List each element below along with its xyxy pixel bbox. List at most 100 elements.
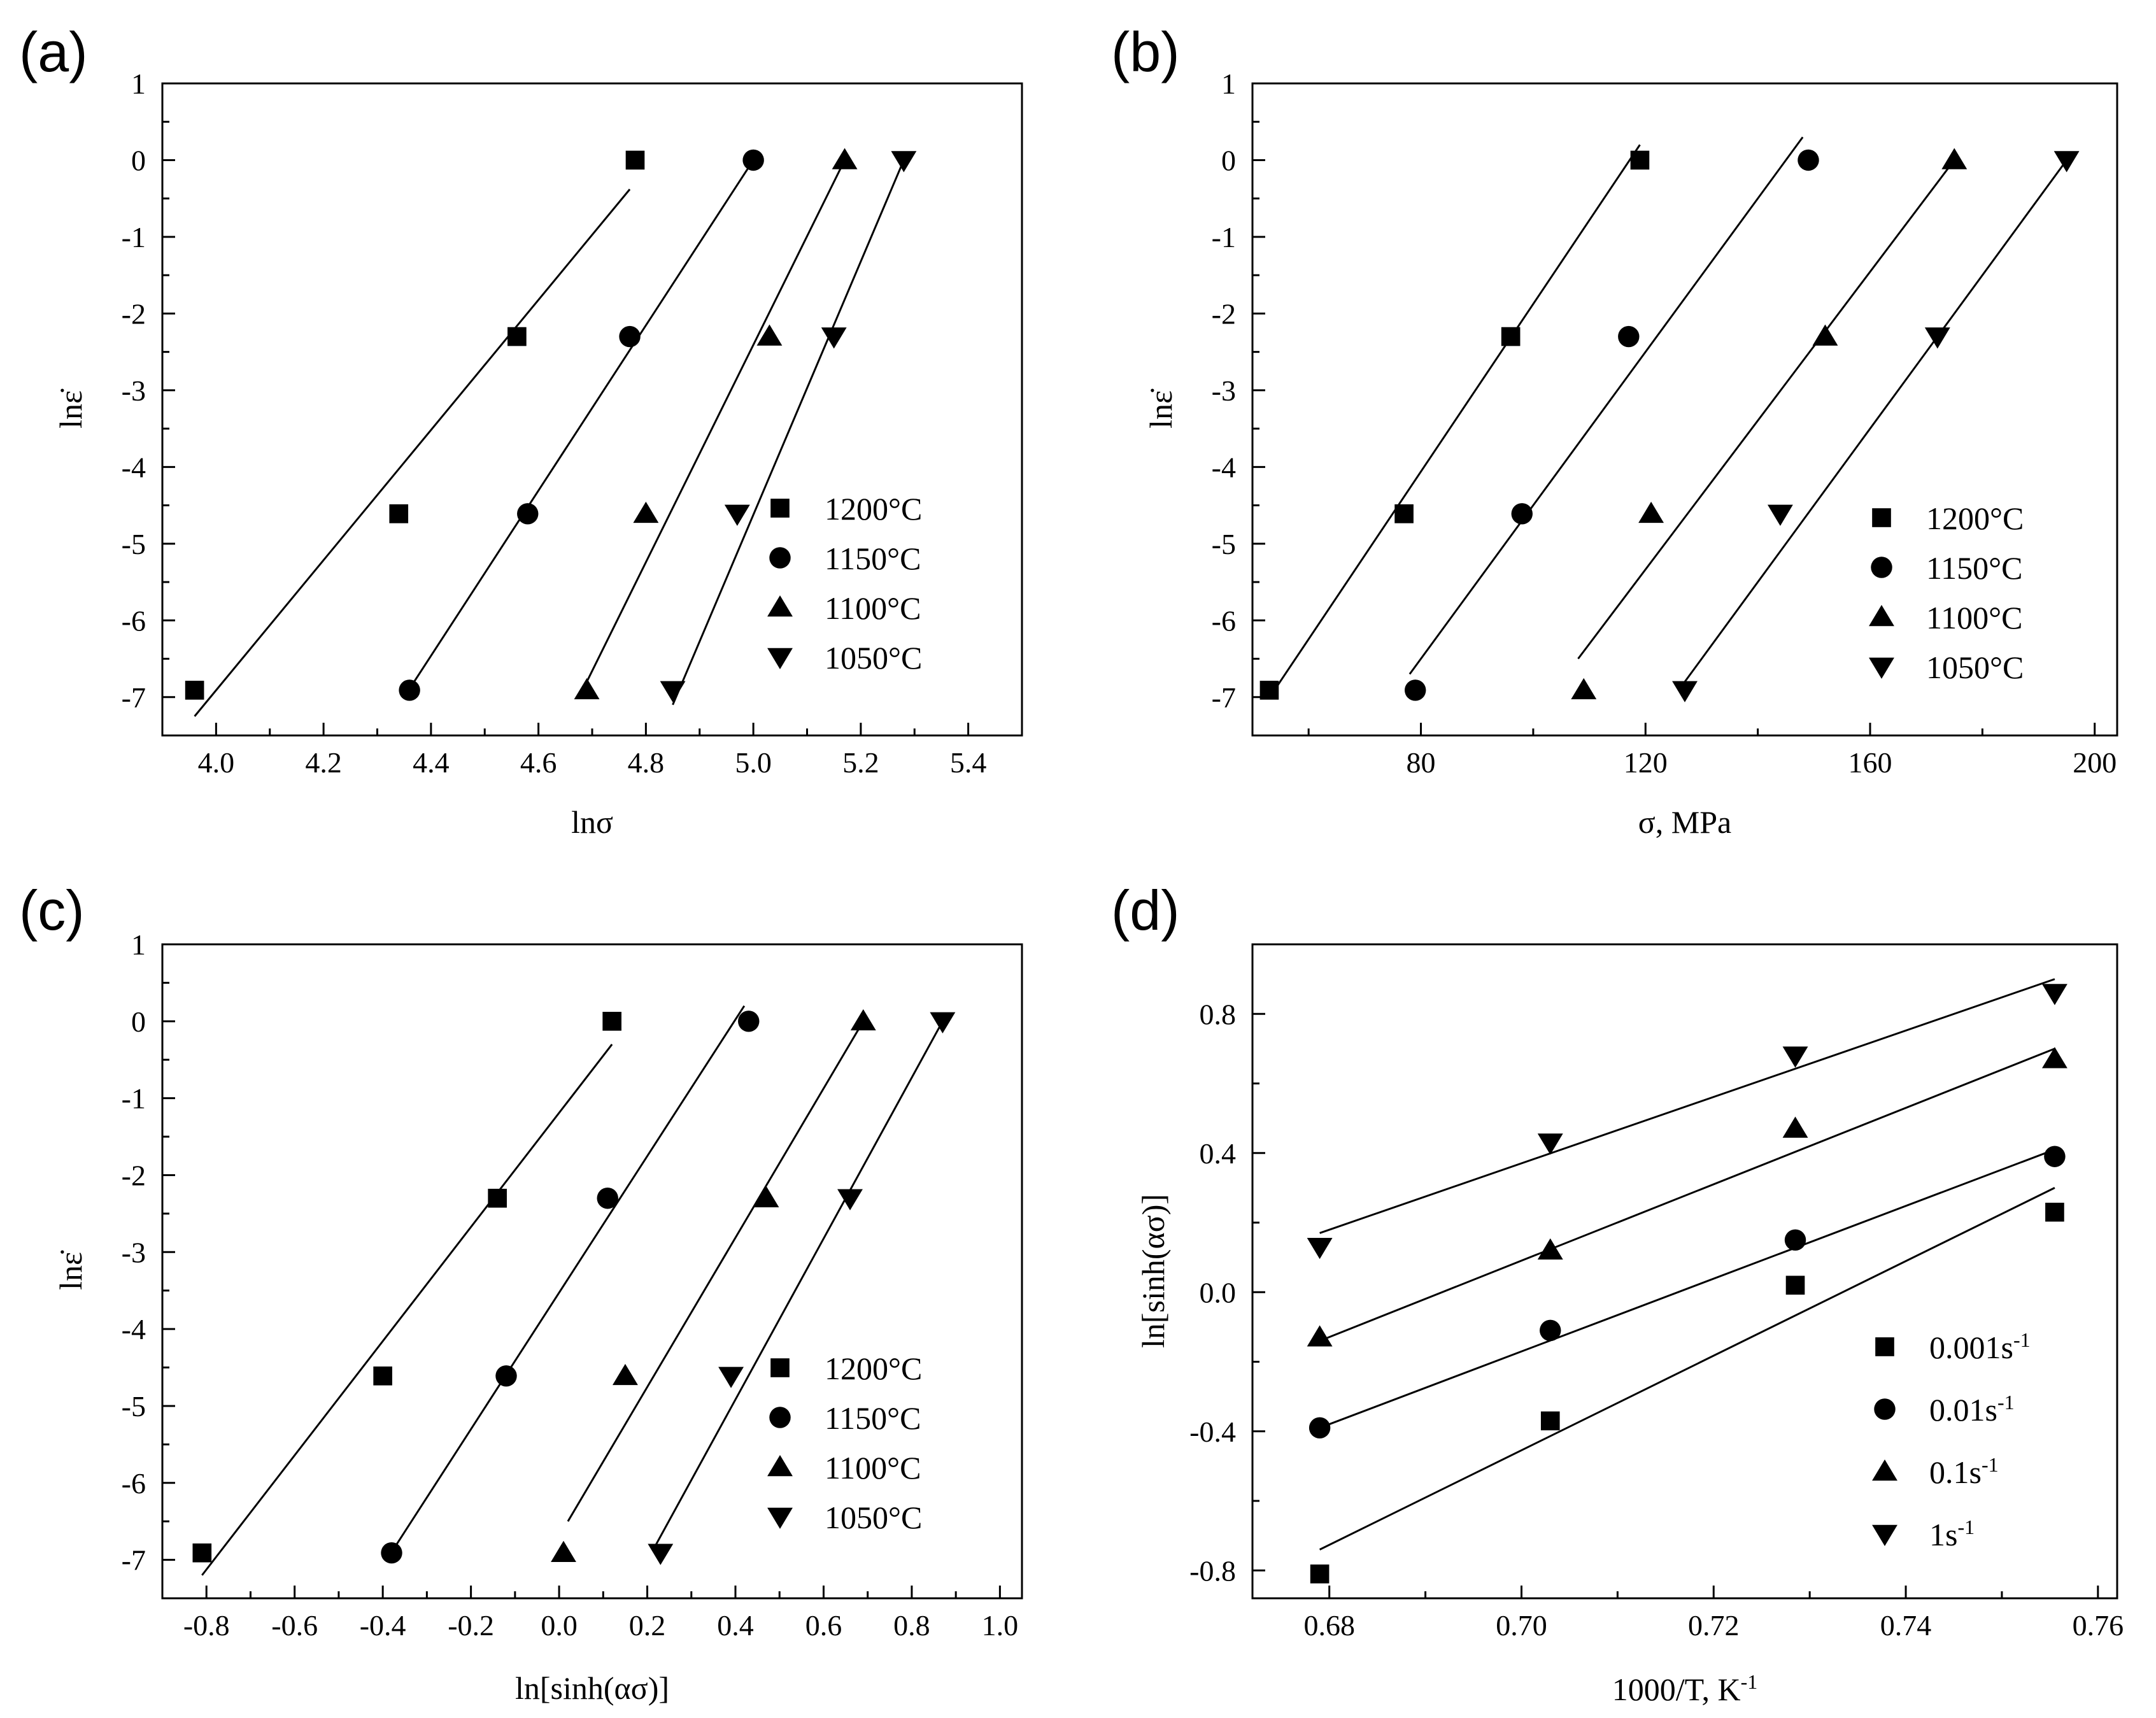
data-point bbox=[597, 1187, 618, 1209]
data-point bbox=[495, 1365, 517, 1387]
x-tick-label: 0.74 bbox=[1880, 1609, 1932, 1642]
data-point bbox=[1782, 1046, 1808, 1068]
y-tick-label: -3 bbox=[122, 1236, 146, 1268]
data-point bbox=[837, 1189, 863, 1210]
data-point bbox=[574, 678, 600, 700]
legend-label: 1100°C bbox=[825, 1450, 921, 1486]
legend-marker bbox=[770, 1358, 790, 1377]
data-point bbox=[660, 681, 686, 702]
x-axis-title-superscript: -1 bbox=[1741, 1670, 1758, 1693]
panel-label: (c) bbox=[19, 879, 85, 942]
data-point bbox=[602, 1012, 621, 1031]
y-tick-label: -5 bbox=[1212, 528, 1236, 560]
data-series bbox=[660, 151, 917, 706]
fit-line bbox=[567, 1021, 865, 1522]
x-axis-title: 1000/T, K-1 bbox=[1612, 1670, 1758, 1707]
y-tick-label: 1 bbox=[131, 928, 146, 961]
legend-marker bbox=[1872, 1459, 1897, 1481]
y-tick-label: -6 bbox=[1212, 604, 1236, 637]
chart-panel: (c) -0.8 -0.6 -0.4 -0.2 0.0 0.2 0.4 0.6 0.8 1.0 1 0 -… bbox=[19, 879, 1023, 1706]
data-point bbox=[2044, 1146, 2066, 1167]
data-series bbox=[185, 150, 645, 717]
data-point bbox=[507, 327, 527, 346]
x-tick-label: 4.4 bbox=[413, 746, 450, 779]
legend-label: 0.001s-1 bbox=[1929, 1328, 2031, 1365]
x-tick-label: 0.8 bbox=[893, 1609, 930, 1642]
legend-label: 1050°C bbox=[1926, 650, 2024, 685]
legend-label: 1150°C bbox=[825, 1400, 921, 1436]
legend-marker bbox=[769, 547, 791, 569]
legend-marker bbox=[770, 499, 790, 518]
data-point bbox=[1924, 327, 1950, 349]
y-tick-label: -6 bbox=[122, 604, 146, 637]
data-point bbox=[1537, 1133, 1563, 1155]
y-axis-title: lnε̇ bbox=[1143, 388, 1179, 429]
y-tick-label: -7 bbox=[122, 681, 146, 714]
data-point bbox=[1784, 1229, 1806, 1251]
legend-label-superscript: -1 bbox=[1982, 1453, 1999, 1476]
data-point bbox=[1672, 681, 1698, 702]
fit-line bbox=[1319, 1047, 2055, 1342]
data-point bbox=[850, 1009, 876, 1031]
data-series bbox=[1672, 151, 2080, 702]
data-series bbox=[648, 1012, 956, 1565]
data-point bbox=[625, 150, 645, 170]
data-point bbox=[753, 1186, 779, 1207]
data-point bbox=[2041, 984, 2067, 1005]
legend-label: 0.01s-1 bbox=[1929, 1391, 2015, 1428]
x-axis-title: lnσ bbox=[571, 804, 613, 840]
data-point bbox=[1307, 1238, 1333, 1260]
data-point bbox=[399, 679, 420, 701]
x-tick-label: 0.76 bbox=[2073, 1609, 2124, 1642]
y-tick-label: -3 bbox=[122, 374, 146, 407]
data-point bbox=[648, 1544, 674, 1565]
data-point bbox=[1812, 324, 1838, 346]
fit-line bbox=[586, 159, 846, 683]
y-tick-label: -3 bbox=[1212, 374, 1236, 407]
x-tick-label: -0.4 bbox=[360, 1609, 406, 1642]
legend-label-superscript: -1 bbox=[1957, 1516, 1975, 1538]
data-point bbox=[192, 1543, 212, 1563]
y-tick-label: -5 bbox=[122, 528, 146, 560]
data-point bbox=[1782, 1116, 1808, 1138]
x-tick-label: 1.0 bbox=[982, 1609, 1019, 1642]
plot-frame bbox=[1251, 943, 2118, 1600]
y-tick-label: -4 bbox=[122, 451, 146, 483]
data-point bbox=[389, 504, 409, 523]
data-point bbox=[633, 501, 659, 523]
fit-line bbox=[390, 1005, 746, 1553]
data-point bbox=[891, 151, 917, 173]
y-tick-label: 0 bbox=[131, 144, 146, 176]
x-tick-label: 4.8 bbox=[628, 746, 665, 779]
y-tick-label: -6 bbox=[122, 1467, 146, 1500]
x-tick-label: 0.70 bbox=[1496, 1609, 1547, 1642]
y-tick-label: -2 bbox=[1212, 297, 1236, 330]
fit-line bbox=[201, 1044, 613, 1576]
x-axis-title: ln[sinh(ασ)] bbox=[515, 1670, 669, 1706]
legend-marker bbox=[1875, 1337, 1894, 1356]
legend-label: 1050°C bbox=[825, 1500, 922, 1535]
y-tick-label: -7 bbox=[1212, 681, 1236, 714]
x-tick-label: 0.0 bbox=[541, 1609, 578, 1642]
data-point bbox=[718, 1367, 744, 1388]
legend-label: 1200°C bbox=[1926, 500, 2024, 536]
data-series bbox=[1308, 1146, 2066, 1439]
x-tick-label: 80 bbox=[1407, 746, 1436, 779]
legend-label: 1050°C bbox=[825, 640, 922, 676]
legend-marker bbox=[767, 1507, 793, 1529]
chart-panel: (d) 0.68 0.70 0.72 0.74 0.76 0.8 0.4 0.0 -0.4 -0.8… bbox=[1111, 879, 2124, 1707]
data-point bbox=[1941, 148, 1968, 169]
chart-panel: (a) 4.0 4.2 4.4 4.6 4.8 5.0 5.2 5.4 1 0 -1 -2 -3 -4 -5 -… bbox=[19, 20, 1023, 840]
data-point bbox=[1798, 149, 1819, 171]
legend-marker bbox=[1872, 508, 1891, 527]
data-point bbox=[612, 1363, 638, 1386]
x-tick-label: 4.0 bbox=[198, 746, 235, 779]
panel-label: (b) bbox=[1111, 20, 1180, 83]
legend-label-superscript: -1 bbox=[1997, 1391, 2015, 1414]
y-tick-label: -4 bbox=[122, 1313, 146, 1345]
x-tick-label: 160 bbox=[1848, 746, 1892, 779]
y-tick-label: -0.4 bbox=[1189, 1416, 1236, 1448]
x-tick-label: 0.4 bbox=[717, 1609, 754, 1642]
x-tick-label: 200 bbox=[2073, 746, 2117, 779]
